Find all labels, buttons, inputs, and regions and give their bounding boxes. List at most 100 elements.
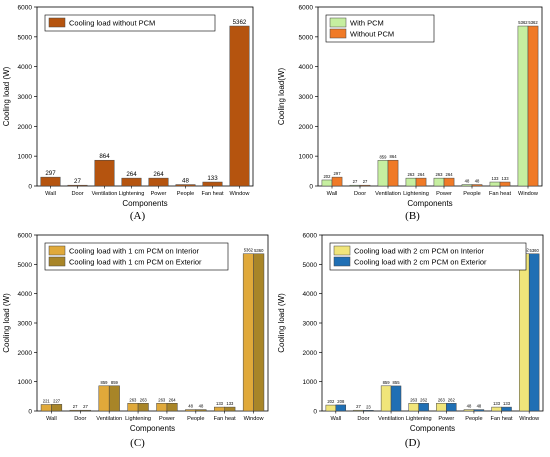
bar (387, 159, 399, 187)
data-label: 859 (111, 380, 119, 385)
x-tick-label: Ventilation (96, 416, 122, 422)
x-tick-label: People (465, 416, 482, 422)
panel-c-label: (C) (130, 437, 145, 449)
legend-label: Cooling load with 1 cm PCM on Interior (69, 247, 200, 256)
data-label: 48 (465, 179, 470, 184)
bar (40, 404, 52, 412)
x-tick-label: Ventilation (92, 191, 118, 197)
y-tick-label: 0 (309, 184, 313, 191)
data-label: 27 (356, 404, 361, 409)
bar (528, 253, 540, 412)
x-axis-title: Components (407, 199, 452, 208)
x-tick-label: Power (159, 416, 175, 422)
bar (229, 25, 250, 187)
x-tick-label: Ventilation (378, 416, 404, 422)
y-tick-label: 6000 (18, 5, 33, 12)
x-tick-label: People (187, 416, 204, 422)
bar (98, 385, 110, 412)
x-tick-label: Door (74, 416, 86, 422)
data-label: 133 (226, 401, 234, 406)
data-label: 5360 (529, 248, 539, 253)
x-tick-label: Door (354, 191, 366, 197)
bar (491, 406, 502, 412)
x-tick-label: Door (357, 416, 369, 422)
x-axis-title: Components (410, 424, 455, 433)
data-label: 5362 (528, 20, 538, 25)
y-axis-title: Cooling load (W) (2, 293, 11, 353)
x-tick-label: Wall (330, 416, 341, 422)
panel-a-label: (A) (129, 210, 146, 222)
x-tick-label: People (177, 191, 194, 197)
x-tick-label: Door (71, 191, 83, 197)
legend-swatch (48, 245, 66, 256)
y-tick-label: 5000 (18, 34, 33, 41)
y-tick-label: 4000 (18, 291, 33, 298)
data-label: 5362 (518, 20, 528, 25)
x-tick-label: Lightening (119, 191, 145, 197)
data-label: 864 (99, 153, 110, 160)
data-label: 221 (43, 399, 51, 404)
bar (195, 409, 207, 412)
y-axis-title: Cooling load(W) (277, 67, 286, 125)
x-tick-label: Power (436, 191, 452, 197)
data-label: 27 (353, 179, 358, 184)
bar (69, 409, 81, 412)
bar (253, 253, 265, 412)
data-label: 263 (435, 172, 443, 177)
data-label: 48 (467, 404, 472, 409)
data-label: 262 (448, 397, 456, 402)
data-label: 48 (182, 178, 189, 185)
y-tick-label: 2000 (303, 350, 318, 357)
y-tick-label: 1000 (303, 379, 318, 386)
bar (418, 403, 429, 412)
legend-label: Cooling load with 2 cm PCM on Interior (354, 247, 485, 256)
bar (108, 385, 120, 412)
bar (242, 253, 254, 412)
legend-swatch (333, 245, 351, 256)
data-label: 297 (334, 171, 342, 176)
legend-label: Cooling load with 2 cm PCM on Exterior (354, 258, 487, 267)
data-label: 264 (169, 397, 177, 402)
bar (380, 385, 392, 412)
bar (489, 181, 501, 187)
legend-swatch (329, 17, 347, 28)
data-label: 202 (323, 174, 331, 179)
y-tick-label: 2000 (18, 350, 33, 357)
x-tick-label: Window (518, 191, 539, 197)
y-tick-label: 3000 (18, 94, 33, 101)
bar (94, 159, 115, 187)
data-label: 859 (100, 380, 108, 385)
data-label: 263 (438, 397, 446, 402)
legend-swatch (333, 256, 351, 267)
data-label: 5362 (233, 19, 247, 26)
y-tick-label: 6000 (299, 5, 314, 12)
data-label: 227 (53, 398, 61, 403)
data-label: 27 (83, 404, 88, 409)
y-tick-label: 0 (313, 409, 317, 416)
data-label: 864 (390, 154, 398, 159)
bar (408, 403, 419, 412)
bar (527, 25, 539, 187)
bar (363, 410, 374, 412)
bar (463, 409, 475, 412)
legend-label: Cooling load with 1 cm PCM on Exterior (69, 258, 202, 267)
x-axis-title: Components (130, 424, 175, 433)
legend-label: With PCM (350, 19, 384, 28)
data-label: 263 (140, 397, 148, 402)
x-tick-label: Wall (45, 191, 56, 197)
y-tick-label: 2000 (18, 124, 33, 131)
bar (156, 403, 168, 412)
data-label: 264 (153, 171, 164, 178)
y-tick-label: 3000 (303, 321, 318, 328)
data-label: 264 (446, 172, 454, 177)
data-label: 263 (129, 397, 137, 402)
data-label: 133 (491, 176, 499, 181)
x-tick-label: Fan heat (214, 416, 237, 422)
bar (405, 177, 417, 187)
data-label: 5362 (244, 248, 254, 253)
panel-c: 0 1000 2000 3000 4000 5000 6000 221 27 859 263 263 4… (0, 228, 275, 456)
data-label: 48 (475, 179, 480, 184)
x-tick-label: Window (519, 416, 540, 422)
x-tick-label: Lightening (406, 416, 432, 422)
bar (335, 404, 347, 412)
